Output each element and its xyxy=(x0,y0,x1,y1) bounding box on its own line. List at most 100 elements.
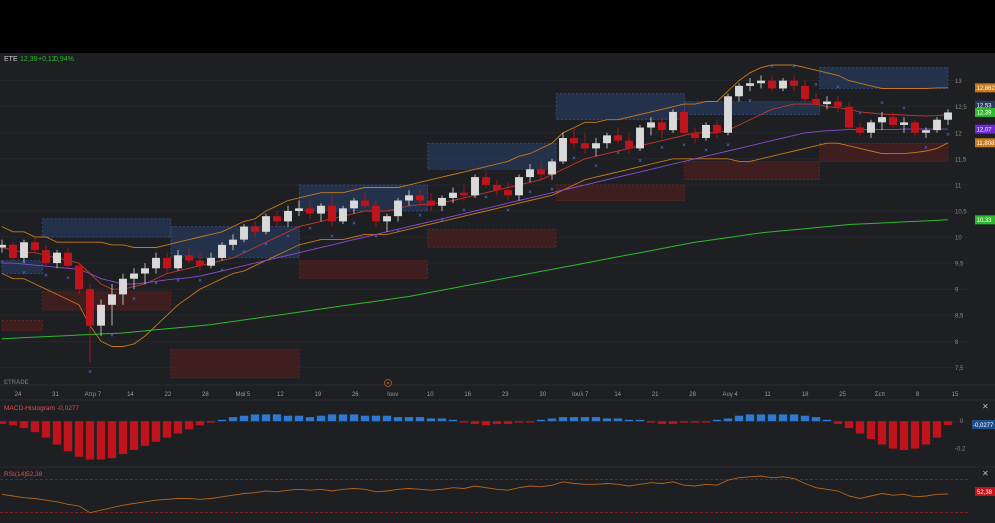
chart-svg[interactable]: 13 12,5 12 11,5 11 10,5 10 9,5 9 8,5 8 7,5 12,862 12,… xyxy=(0,53,995,523)
top-black-bar xyxy=(0,0,995,53)
candle-body xyxy=(9,244,17,258)
macd-layer xyxy=(0,414,968,460)
candle-body xyxy=(449,192,457,198)
psar-marker xyxy=(836,85,840,89)
x-axis-label: 23 xyxy=(502,392,509,398)
candle-body xyxy=(515,177,523,196)
macd-bar xyxy=(470,421,480,424)
psar-marker xyxy=(264,242,268,246)
psar-marker xyxy=(22,270,26,275)
price-badge xyxy=(975,215,995,225)
candle-body xyxy=(878,117,886,123)
macd-bar xyxy=(822,419,832,422)
candle-body xyxy=(691,132,699,138)
candle-body xyxy=(317,205,325,214)
x-axis-label: 30 xyxy=(539,392,546,398)
price-badge-label: 11,808 xyxy=(977,141,995,147)
x-axis-label: 25 xyxy=(839,392,846,398)
candle-body xyxy=(845,106,853,128)
candle-body xyxy=(603,135,611,144)
candle-body xyxy=(64,252,72,266)
moving-average-long-line xyxy=(1,219,949,340)
supply-zone xyxy=(555,93,685,121)
psar-marker xyxy=(594,164,598,168)
x-axis-label: Μαϊ 5 xyxy=(235,392,250,398)
macd-bar xyxy=(52,421,62,445)
candle-body xyxy=(834,101,842,107)
macd-bar xyxy=(316,415,326,422)
candle-body xyxy=(427,200,435,206)
macd-bar xyxy=(96,421,106,460)
macd-bar xyxy=(283,415,293,422)
supply-zone xyxy=(1,260,43,274)
moving-average-mid-line xyxy=(2,128,948,285)
x-axis-label: 12 xyxy=(277,392,284,398)
candle-body xyxy=(229,239,237,245)
macd-bar xyxy=(360,415,370,422)
psar-marker xyxy=(352,221,356,225)
candle-body xyxy=(86,289,94,326)
psar-marker xyxy=(550,187,554,191)
candle-body xyxy=(581,143,589,149)
candle-body xyxy=(97,304,105,326)
macd-bar xyxy=(833,421,843,424)
macd-close-icon[interactable]: ✕ xyxy=(982,402,989,411)
chart-area[interactable]: 13 12,5 12 11,5 11 10,5 10 9,5 9 8,5 8 7,5 12,862 12,… xyxy=(0,53,995,523)
price-badge xyxy=(975,100,995,110)
symbol-label: ETE xyxy=(4,56,18,63)
candle-body xyxy=(152,257,160,269)
candle-body xyxy=(702,124,710,138)
macd-bar xyxy=(569,417,579,422)
price-badge-label: 12,862 xyxy=(977,86,995,92)
macd-bar xyxy=(503,421,513,424)
candle-body xyxy=(911,122,919,133)
candle-body xyxy=(53,252,61,264)
x-axis-label: 18 xyxy=(802,392,809,398)
macd-bar xyxy=(536,419,546,422)
rsi-close-icon[interactable]: ✕ xyxy=(982,469,989,478)
x-axis-label: 28 xyxy=(689,392,696,398)
candle-body xyxy=(240,226,248,240)
symbol-readout: ETE 12,39 +0,12 0,94% xyxy=(4,56,74,63)
x-axis-label: 22 xyxy=(165,392,172,398)
psar-marker xyxy=(308,226,312,230)
psar-marker xyxy=(726,143,730,147)
psar-marker xyxy=(660,145,664,149)
macd-bar xyxy=(107,421,117,459)
candle-body xyxy=(482,177,490,185)
psar-marker xyxy=(748,98,752,102)
gear-icon[interactable] xyxy=(384,379,392,387)
macd-bar xyxy=(767,414,777,422)
candle-body xyxy=(207,257,215,266)
candle-body xyxy=(889,117,897,125)
macd-bar xyxy=(239,415,249,422)
macd-bar xyxy=(646,421,656,423)
supply-zone xyxy=(42,218,172,238)
macd-bar xyxy=(547,418,557,422)
rsi-value-badge: 52,38 xyxy=(975,487,995,496)
candle-body xyxy=(130,273,138,279)
macd-bar xyxy=(371,415,381,422)
macd-bar xyxy=(701,421,711,423)
macd-bar xyxy=(250,414,260,422)
candle-body xyxy=(625,140,633,149)
macd-bar xyxy=(338,414,348,422)
macd-bar xyxy=(635,419,645,422)
psar-marker xyxy=(110,333,114,337)
candle-body xyxy=(570,137,578,144)
x-axis-label: 19 xyxy=(314,392,321,398)
candle-body xyxy=(724,96,732,133)
macd-bar xyxy=(492,421,502,424)
x-axis-label: 26 xyxy=(352,392,359,398)
macd-bar xyxy=(734,415,744,422)
candle-body xyxy=(350,200,358,209)
demand-zone xyxy=(170,348,300,379)
macd-bar xyxy=(943,421,953,426)
macd-bar xyxy=(206,421,216,423)
macd-bar xyxy=(866,421,876,439)
candle-body xyxy=(295,208,303,211)
candle-body xyxy=(284,210,292,222)
candle-body xyxy=(361,200,369,206)
candle-body xyxy=(680,111,688,133)
macd-badge-text: -0,0277 xyxy=(973,423,994,429)
